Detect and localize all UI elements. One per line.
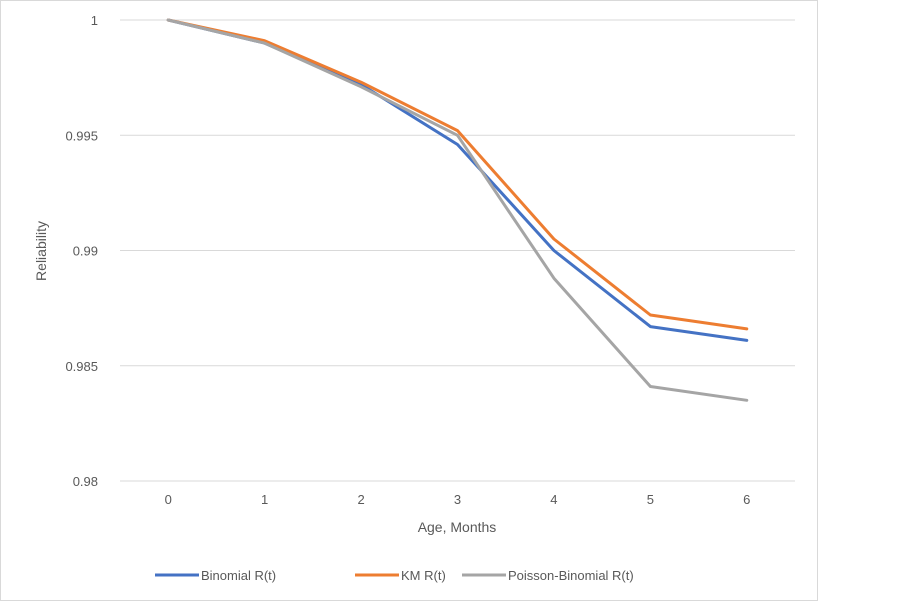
y-tick-label: 0.995: [65, 128, 98, 143]
series-line-1: [166, 18, 749, 342]
y-tick-label: 1: [91, 13, 98, 28]
x-tick-label: 0: [165, 492, 172, 507]
legend-label: Binomial R(t): [201, 568, 276, 583]
x-tick-label: 5: [647, 492, 654, 507]
legend-label: Poisson-Binomial R(t): [508, 568, 634, 583]
series-line-3: [166, 18, 749, 402]
x-tick-label: 6: [743, 492, 750, 507]
series-lines: [166, 18, 749, 402]
gridlines: [120, 19, 795, 482]
x-axis-title: Age, Months: [418, 519, 497, 535]
x-tick-label: 4: [550, 492, 557, 507]
y-tick-labels: 0.98 0.985 0.99 0.995 1: [65, 13, 98, 489]
y-tick-label: 0.985: [65, 359, 98, 374]
series-line-2: [166, 18, 749, 331]
x-tick-label: 3: [454, 492, 461, 507]
y-tick-label: 0.98: [73, 474, 98, 489]
legend-label: KM R(t): [401, 568, 446, 583]
x-tick-label: 1: [261, 492, 268, 507]
x-tick-label: 2: [357, 492, 364, 507]
y-axis-title: Reliability: [33, 221, 49, 281]
legend: Binomial R(t) KM R(t) Poisson-Binomial R(t…: [155, 568, 634, 583]
y-tick-label: 0.99: [73, 244, 98, 259]
chart-border: [0, 0, 818, 601]
x-tick-labels: 0 1 2 3 4 5 6: [165, 492, 751, 507]
